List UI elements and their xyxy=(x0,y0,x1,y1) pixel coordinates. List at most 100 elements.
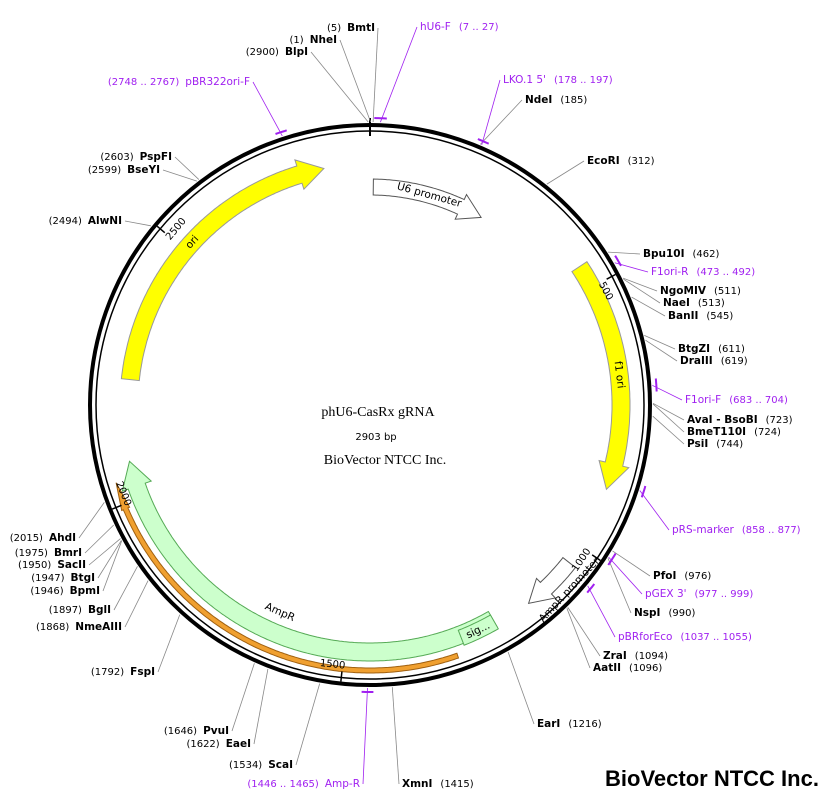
map-label: NaeI (513) xyxy=(663,297,725,309)
leader-line xyxy=(391,687,400,785)
primer-mark xyxy=(477,138,490,145)
position: (724) xyxy=(754,427,781,438)
position: (473 .. 492) xyxy=(696,267,755,278)
name: BglI xyxy=(88,604,111,616)
map-label: hU6-F (7 .. 27) xyxy=(420,21,499,33)
map-label: DraIII (619) xyxy=(680,355,748,367)
name: EaeI xyxy=(226,738,251,750)
map-label: NgoMIV (511) xyxy=(660,285,741,297)
name: BpmI xyxy=(70,585,100,597)
leader-line xyxy=(78,502,105,539)
leader-line xyxy=(507,651,535,725)
leader-line xyxy=(252,81,283,137)
position: (2603) xyxy=(100,152,133,163)
leader-line xyxy=(253,668,269,745)
feature-arrow xyxy=(527,556,577,605)
leader-line xyxy=(310,51,369,123)
position: (611) xyxy=(718,344,745,355)
map-label: EarI (1216) xyxy=(537,718,602,730)
position: (744) xyxy=(716,439,743,450)
leader-line xyxy=(362,687,368,785)
company: BioVector NTCC Inc. xyxy=(324,453,446,468)
position: (976) xyxy=(684,571,711,582)
name: F1ori-R xyxy=(651,266,688,278)
leader-line xyxy=(623,278,661,304)
leader-line xyxy=(124,220,151,227)
leader-line xyxy=(102,540,123,592)
leader-line xyxy=(162,169,198,182)
map-label: LKO.1 5' (178 .. 197) xyxy=(503,74,613,86)
position: (1868) xyxy=(36,622,69,633)
name: BmeT110I xyxy=(687,426,746,438)
name: NaeI xyxy=(663,297,690,309)
name: hU6-F xyxy=(420,21,451,33)
map-label: (1950) SacII xyxy=(18,559,86,571)
name: EarI xyxy=(537,718,560,730)
map-label: (1897) BglI xyxy=(49,604,111,616)
scale-tick xyxy=(156,225,166,234)
leader-line xyxy=(622,277,658,292)
map-label: (1947) BtgI xyxy=(31,572,95,584)
leader-line xyxy=(84,524,114,554)
leader-line xyxy=(639,490,670,531)
position: (185) xyxy=(560,95,587,106)
position: (545) xyxy=(706,311,733,322)
name: PsiI xyxy=(687,438,708,450)
name: NgoMIV xyxy=(660,285,707,297)
map-label: F1ori-F (683 .. 704) xyxy=(685,394,788,406)
feature-arrow xyxy=(372,178,482,220)
position: (1792) xyxy=(91,667,124,678)
name: BtgZI xyxy=(678,343,710,355)
name: pBR322ori-F xyxy=(185,76,250,88)
position: (1216) xyxy=(568,719,601,730)
position: (1950) xyxy=(18,560,51,571)
position: (2748 .. 2767) xyxy=(108,77,180,88)
map-label: (2599) BseYI xyxy=(88,164,160,176)
name: AhdI xyxy=(49,532,76,544)
map-label: BmeT110I (724) xyxy=(687,426,781,438)
primer-mark xyxy=(275,129,288,135)
name: LKO.1 5' xyxy=(503,74,546,86)
feature-arrow xyxy=(120,159,325,382)
leader-line xyxy=(566,608,591,669)
name: Amp-R xyxy=(325,778,360,790)
map-label: pBRforEco (1037 .. 1055) xyxy=(618,631,752,643)
leader-line xyxy=(607,558,632,614)
position: (1415) xyxy=(440,779,473,790)
feature-arrow xyxy=(457,614,499,646)
leader-line xyxy=(645,339,678,362)
map-label: (2015) AhdI xyxy=(10,532,76,544)
map-label: NspI (990) xyxy=(634,607,695,619)
position: (619) xyxy=(721,356,748,367)
name: FspI xyxy=(130,666,155,678)
name: ZraI xyxy=(603,650,627,662)
position: (1897) xyxy=(49,605,82,616)
name: PfoI xyxy=(653,570,676,582)
map-label: PfoI (976) xyxy=(653,570,711,582)
position: (1446 .. 1465) xyxy=(247,779,319,790)
leader-line xyxy=(113,566,138,611)
position: (977 .. 999) xyxy=(695,589,754,600)
leader-line xyxy=(644,335,676,350)
leader-line xyxy=(614,262,649,273)
name: BmtI xyxy=(347,22,375,34)
position: (1534) xyxy=(229,760,262,771)
map-label: (1868) NmeAIII xyxy=(36,621,122,633)
primer-mark xyxy=(586,583,596,594)
map-label: (1792) FspI xyxy=(91,666,155,678)
map-label: (1946) BpmI xyxy=(30,585,100,597)
name: BmrI xyxy=(54,547,82,559)
position: (1037 .. 1055) xyxy=(680,632,752,643)
name: NmeAIII xyxy=(75,621,122,633)
position: (1946) xyxy=(30,586,63,597)
leader-line xyxy=(567,607,601,657)
position: (513) xyxy=(698,298,725,309)
name: BlpI xyxy=(285,46,308,58)
name: EcoRI xyxy=(587,155,620,167)
scale-tick xyxy=(606,273,616,280)
name: BtgI xyxy=(71,572,95,584)
position: (723) xyxy=(766,415,793,426)
feature-arrow xyxy=(115,482,460,674)
position: (178 .. 197) xyxy=(554,75,613,86)
map-label: AatII (1096) xyxy=(593,662,662,674)
